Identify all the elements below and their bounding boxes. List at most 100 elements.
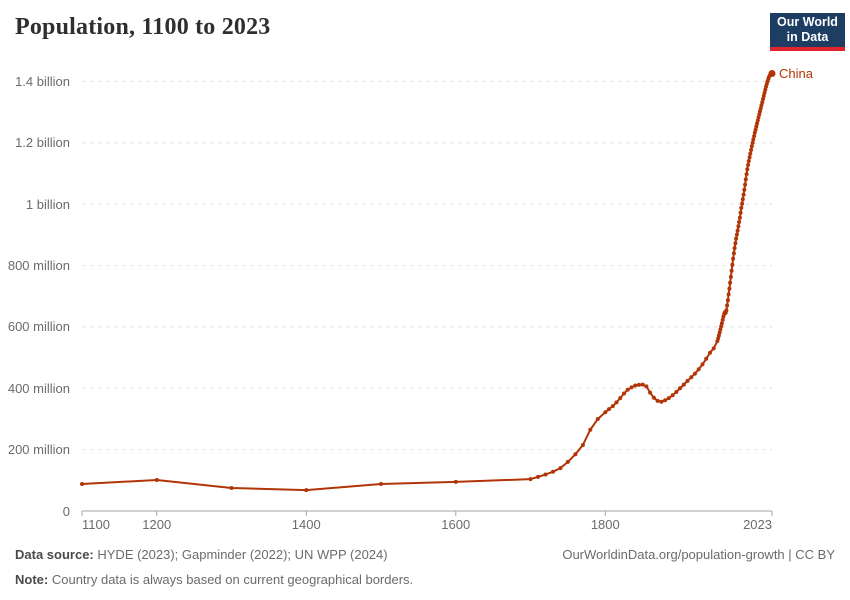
data-point-marker [743, 177, 748, 182]
data-point-marker [708, 350, 712, 355]
data-point-marker [229, 486, 234, 490]
y-tick-label-800: 800 million [7, 258, 70, 274]
data-point-marker [740, 197, 745, 202]
data-point-marker [753, 127, 758, 132]
chart-title: Population, 1100 to 2023 [15, 14, 271, 40]
y-tick-label-200: 200 million [7, 442, 70, 458]
data-point-marker [644, 384, 649, 389]
data-point-marker [728, 274, 733, 279]
series-line-china[interactable] [81, 72, 773, 492]
data-point-marker [573, 452, 578, 457]
data-point-marker [595, 417, 600, 421]
data-point-marker [588, 427, 593, 432]
data-point-marker [681, 382, 686, 387]
data-point-marker [747, 155, 752, 160]
data-point-marker [749, 144, 754, 149]
data-point-marker [565, 459, 570, 464]
data-point-marker [750, 140, 755, 145]
credit-link[interactable]: OurWorldinData.org/population-growth | C… [562, 547, 835, 562]
data-point-marker [733, 241, 738, 246]
data-point-marker [745, 167, 750, 172]
data-source-label: Data source: [15, 547, 94, 562]
x-tick-label-2023: 2023 [743, 517, 772, 532]
data-point-marker [725, 298, 730, 303]
data-point-marker [726, 292, 731, 297]
data-point-marker [696, 367, 701, 372]
data-point-marker [762, 90, 767, 95]
data-point-marker [603, 410, 608, 415]
data-point-marker [763, 87, 768, 92]
data-point-marker [655, 398, 660, 403]
y-tick-label-1400: 1.4 billion [15, 74, 70, 89]
data-point-marker [648, 390, 653, 395]
data-point-marker [610, 404, 615, 409]
owid-logo-line2: in Data [786, 30, 829, 44]
series-endpoint-marker [768, 70, 776, 77]
data-point-marker [693, 371, 697, 376]
data-point-marker [659, 399, 664, 404]
data-point-marker [734, 236, 739, 241]
data-point-marker [741, 192, 746, 197]
data-point-marker [727, 286, 732, 291]
plot-area[interactable]: 0 200 million 400 million 600 million 800 mi… [0, 0, 850, 540]
data-point-marker [558, 466, 563, 471]
data-point-marker [759, 103, 764, 108]
data-point-marker [760, 100, 765, 105]
note-text: Country data is always based on current … [51, 572, 414, 587]
x-tick-label-1600: 1600 [441, 517, 471, 532]
data-point-marker [718, 327, 723, 332]
series-end-label[interactable]: China [779, 66, 813, 81]
owid-logo-line1: Our World [777, 15, 838, 29]
data-point-marker [758, 106, 763, 111]
y-tick-label-600: 600 million [7, 319, 70, 335]
data-point-marker [614, 400, 619, 405]
data-point-marker [580, 443, 585, 447]
data-point-marker [674, 390, 679, 394]
data-point-marker [752, 130, 757, 135]
data-point-marker [633, 383, 638, 388]
data-point-marker [757, 112, 762, 117]
data-point-marker [670, 393, 675, 398]
owid-logo[interactable]: Our World in Data [770, 13, 845, 51]
data-point-marker [720, 317, 725, 322]
data-point-marker [607, 407, 611, 412]
data-point-marker [740, 201, 745, 206]
chart-footer: Data source: HYDE (2023); Gapminder (202… [0, 542, 850, 600]
data-point-marker [724, 308, 729, 313]
data-point-marker [551, 469, 555, 474]
data-point-marker [678, 386, 682, 391]
data-point-marker [748, 151, 753, 156]
data-point-marker [761, 93, 766, 98]
data-point-marker [752, 134, 757, 139]
data-point-marker [737, 220, 742, 224]
data-point-marker [725, 303, 730, 308]
data-point-marker [739, 205, 744, 210]
population-line-chart[interactable] [0, 0, 850, 540]
data-point-marker [751, 137, 756, 142]
data-point-marker [738, 210, 743, 215]
data-point-marker [729, 268, 734, 273]
data-point-marker [761, 97, 765, 101]
data-point-marker [536, 474, 540, 479]
data-point-marker [735, 228, 740, 233]
data-point-marker [304, 488, 309, 493]
data-point-marker [663, 398, 668, 403]
note-label: Note: [15, 572, 49, 587]
data-point-marker [719, 321, 724, 326]
data-point-marker [736, 224, 741, 229]
data-point-marker [758, 109, 762, 114]
data-source-line: Data source: HYDE (2023); Gapminder (202… [15, 546, 388, 563]
data-point-marker [651, 395, 656, 400]
data-point-marker [618, 396, 623, 401]
data-point-marker [640, 382, 645, 387]
data-point-marker [453, 479, 458, 484]
data-point-marker [528, 477, 533, 482]
data-point-marker [756, 115, 761, 120]
data-point-marker [743, 182, 748, 187]
data-point-marker [689, 375, 694, 380]
note-line: Note: Country data is always based on cu… [15, 571, 413, 588]
data-point-marker [728, 280, 733, 285]
data-point-marker [622, 391, 626, 396]
data-source-text: HYDE (2023); Gapminder (2022); UN WPP (2… [97, 547, 388, 562]
